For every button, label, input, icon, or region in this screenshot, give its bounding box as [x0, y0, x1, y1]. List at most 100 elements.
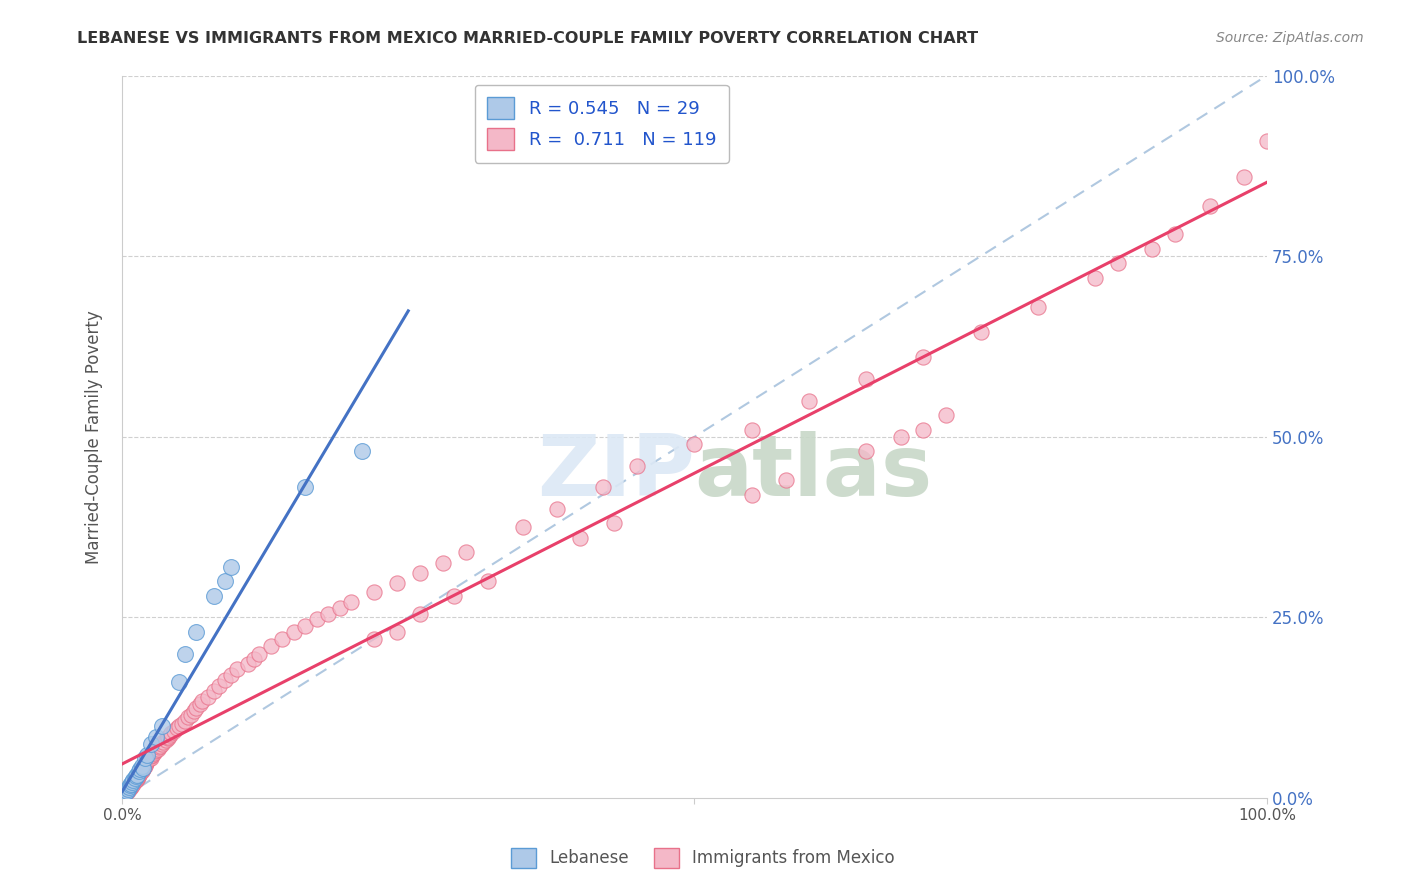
Point [180, 708, 202, 723]
Point [305, 612, 328, 626]
Point [127, 770, 149, 784]
Point [114, 786, 136, 800]
Point [150, 719, 173, 733]
Point [156, 730, 179, 744]
Point [139, 750, 162, 764]
Point [146, 742, 169, 756]
Point [122, 772, 145, 787]
Point [409, 607, 432, 621]
Point [294, 480, 316, 494]
Point [169, 675, 191, 690]
Point [797, 393, 820, 408]
Point [202, 589, 225, 603]
Point [912, 423, 935, 437]
Point [143, 746, 166, 760]
Point [249, 647, 271, 661]
Point [183, 704, 205, 718]
Point [271, 632, 294, 646]
Point [131, 763, 153, 777]
Point [112, 788, 135, 802]
Point [294, 619, 316, 633]
Point [775, 473, 797, 487]
Point [122, 775, 145, 789]
Point [409, 566, 432, 580]
Point [120, 776, 142, 790]
Point [432, 556, 454, 570]
Text: LEBANESE VS IMMIGRANTS FROM MEXICO MARRIED-COUPLE FAMILY POVERTY CORRELATION CHA: LEBANESE VS IMMIGRANTS FROM MEXICO MARRI… [77, 31, 979, 46]
Point [129, 765, 152, 780]
Point [1164, 227, 1187, 242]
Point [131, 761, 153, 775]
Point [120, 780, 142, 795]
Point [162, 723, 184, 738]
Point [125, 772, 148, 786]
Point [385, 624, 408, 639]
Point [855, 372, 877, 386]
Point [148, 740, 170, 755]
Point [188, 697, 211, 711]
Point [128, 767, 150, 781]
Point [454, 545, 477, 559]
Point [145, 742, 167, 756]
Y-axis label: Married-Couple Family Poverty: Married-Couple Family Poverty [86, 310, 103, 564]
Point [134, 757, 156, 772]
Point [174, 647, 197, 661]
Point [125, 772, 148, 787]
Point [118, 782, 141, 797]
Point [174, 714, 197, 728]
Point [260, 640, 283, 654]
Point [219, 668, 242, 682]
Point [1233, 169, 1256, 184]
Point [120, 780, 142, 795]
Point [121, 777, 143, 791]
Point [131, 761, 153, 775]
Point [316, 607, 339, 621]
Point [125, 771, 148, 785]
Point [855, 444, 877, 458]
Point [1026, 300, 1049, 314]
Point [139, 737, 162, 751]
Text: ZIP: ZIP [537, 432, 695, 515]
Point [166, 721, 188, 735]
Point [169, 719, 191, 733]
Point [159, 728, 181, 742]
Point [225, 663, 247, 677]
Point [129, 762, 152, 776]
Point [970, 325, 993, 339]
Point [125, 772, 148, 787]
Point [131, 758, 153, 772]
Point [120, 779, 142, 793]
Point [214, 673, 236, 688]
Point [385, 575, 408, 590]
Point [129, 765, 152, 780]
Point [352, 444, 374, 458]
Point [329, 601, 352, 615]
Point [125, 768, 148, 782]
Point [512, 520, 534, 534]
Point [132, 760, 155, 774]
Point [214, 574, 236, 589]
Point [131, 764, 153, 778]
Point [118, 781, 141, 796]
Point [141, 747, 163, 762]
Point [136, 747, 159, 762]
Point [138, 753, 160, 767]
Point [135, 755, 157, 769]
Point [340, 594, 363, 608]
Point [236, 657, 259, 672]
Legend: Lebanese, Immigrants from Mexico: Lebanese, Immigrants from Mexico [505, 841, 901, 875]
Point [283, 624, 305, 639]
Point [127, 769, 149, 783]
Point [145, 730, 167, 744]
Point [160, 726, 183, 740]
Point [890, 430, 912, 444]
Point [741, 423, 763, 437]
Point [112, 788, 135, 802]
Point [443, 589, 465, 603]
Point [626, 458, 648, 473]
Point [124, 774, 146, 789]
Point [1142, 242, 1164, 256]
Point [131, 762, 153, 776]
Point [121, 775, 143, 789]
Point [134, 751, 156, 765]
